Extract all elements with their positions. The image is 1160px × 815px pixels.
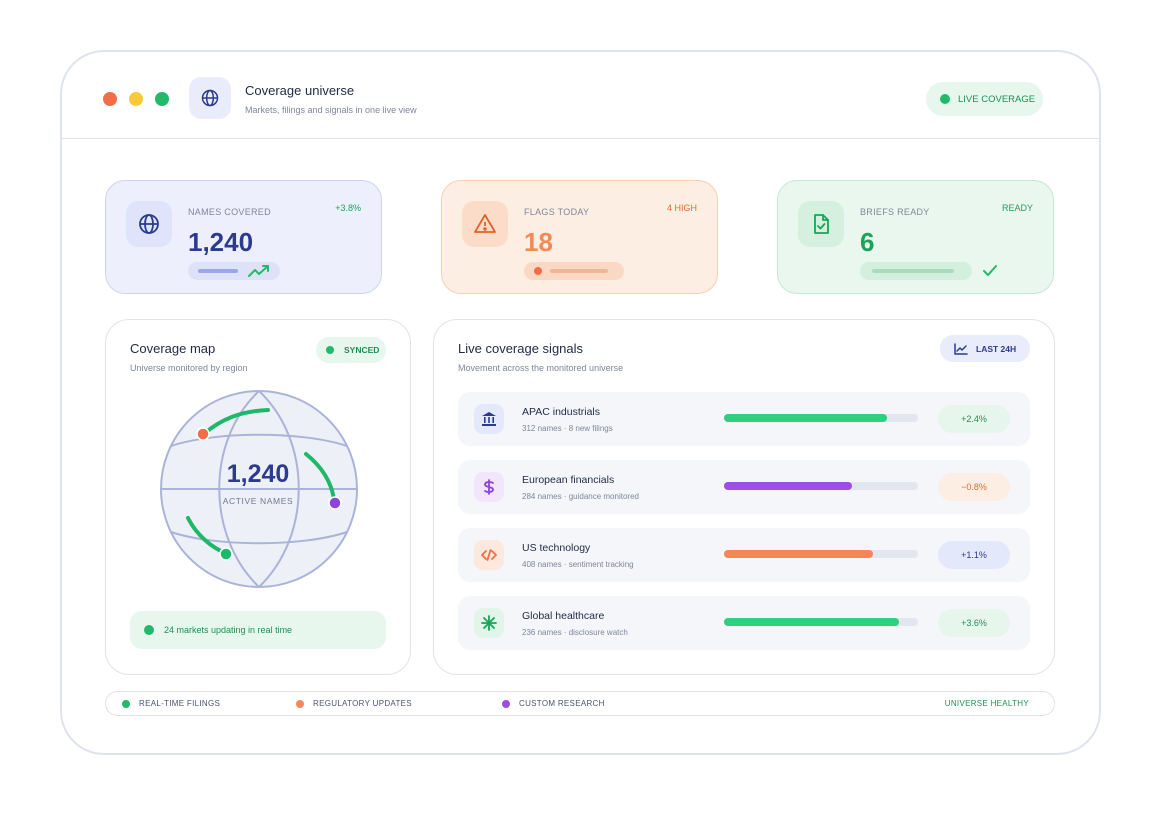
globe-icon — [126, 201, 172, 247]
signal-progress-fill — [724, 618, 899, 626]
signal-meta: 284 names · guidance monitored — [522, 492, 639, 501]
legend-label: CUSTOM RESEARCH — [519, 699, 605, 708]
check-icon — [983, 265, 997, 276]
stat-progress — [524, 262, 624, 280]
signal-progress — [724, 414, 918, 422]
status-dot — [940, 94, 950, 104]
stat-progress — [188, 262, 280, 280]
flags-today-card[interactable]: FLAGS TODAY 4 HIGH 18 — [441, 180, 718, 294]
signal-progress-fill — [724, 482, 853, 490]
signal-change-badge: −0.8% — [938, 473, 1010, 501]
map-status-banner: 24 markets updating in real time — [130, 611, 386, 649]
file-check-icon — [798, 201, 844, 247]
stat-label: BRIEFS READY — [860, 207, 930, 217]
asterisk-icon — [474, 608, 504, 638]
active-names-caption: ACTIVE NAMES — [222, 496, 294, 506]
panel-title: Live coverage signals — [458, 341, 584, 356]
title-bar: Coverage universe Markets, filings and s… — [62, 52, 1099, 139]
legend-item: REAL-TIME FILINGS — [122, 699, 220, 708]
status-dot — [326, 346, 334, 354]
universe-health-status: UNIVERSE HEALTHY — [944, 699, 1029, 708]
marker-dot-green — [219, 547, 233, 561]
legend-bar: REAL-TIME FILINGS REGULATORY UPDATES CUS… — [105, 691, 1055, 716]
marker-dot-purple — [328, 496, 342, 510]
signal-progress-fill — [724, 550, 874, 558]
maximize-window-button[interactable] — [155, 92, 169, 106]
signal-progress — [724, 482, 918, 490]
signal-meta: 408 names · sentiment tracking — [522, 560, 634, 569]
synced-label: SYNCED — [344, 345, 380, 355]
status-dot — [144, 625, 154, 635]
trend-up-icon — [248, 265, 269, 277]
stat-change: +3.8% — [335, 203, 361, 213]
legend-dot — [296, 699, 304, 708]
page-title: Coverage universe — [245, 83, 355, 98]
live-coverage-label: LIVE COVERAGE — [958, 93, 1036, 105]
close-window-button[interactable] — [103, 92, 117, 106]
panel-subtitle: Universe monitored by region — [130, 363, 248, 373]
signal-name: APAC industrials — [522, 406, 601, 418]
live-signals-panel: Live coverage signals Movement across th… — [433, 319, 1055, 675]
legend-label: REGULATORY UPDATES — [313, 699, 412, 708]
panel-title: Coverage map — [130, 341, 216, 356]
signal-progress — [724, 550, 918, 558]
stat-label: NAMES COVERED — [188, 207, 271, 217]
dollar-icon — [474, 472, 504, 502]
stat-tag: READY — [1001, 203, 1033, 213]
minimize-window-button[interactable] — [129, 92, 143, 106]
panel-subtitle: Movement across the monitored universe — [458, 363, 624, 373]
signal-name: Global healthcare — [522, 610, 605, 622]
signal-meta: 312 names · 8 new filings — [522, 424, 613, 433]
signal-progress-fill — [724, 414, 887, 422]
signal-row[interactable]: Global healthcare 236 names · disclosure… — [458, 596, 1030, 650]
code-icon — [474, 540, 504, 570]
briefs-ready-card[interactable]: BRIEFS READY READY 6 — [777, 180, 1054, 294]
signal-name: US technology — [522, 542, 591, 554]
coverage-map-panel: Coverage map Universe monitored by regio… — [105, 319, 411, 675]
stat-progress-fill — [550, 269, 608, 273]
stat-label: FLAGS TODAY — [524, 207, 590, 217]
active-names-value: 1,240 — [226, 460, 290, 488]
time-range-button[interactable]: LAST 24H — [940, 335, 1030, 362]
stat-value: 18 — [524, 227, 553, 257]
page-subtitle: Markets, filings and signals in one live… — [245, 105, 417, 115]
synced-badge: SYNCED — [316, 337, 386, 363]
stat-value: 1,240 — [188, 227, 254, 257]
time-range-label: LAST 24H — [976, 343, 1017, 354]
warning-icon — [462, 201, 508, 247]
marker-dot-orange — [196, 427, 210, 441]
legend-dot — [122, 699, 130, 708]
signal-progress — [724, 618, 918, 626]
stat-tag: 4 HIGH — [666, 203, 697, 213]
live-coverage-badge: LIVE COVERAGE — [926, 82, 1043, 116]
signal-change-badge: +3.6% — [938, 609, 1010, 637]
stat-value: 6 — [860, 227, 875, 257]
stat-progress — [860, 262, 972, 280]
signal-change-badge: +1.1% — [938, 541, 1010, 569]
stat-progress-fill — [872, 269, 954, 273]
bank-icon — [474, 404, 504, 434]
map-status-text: 24 markets updating in real time — [164, 625, 293, 635]
stat-progress-fill — [198, 269, 238, 273]
globe-icon — [189, 77, 231, 119]
chart-icon — [954, 342, 968, 355]
signal-change-badge: +2.4% — [938, 405, 1010, 433]
alert-dot — [534, 267, 542, 275]
signal-meta: 236 names · disclosure watch — [522, 628, 628, 637]
signal-row[interactable]: APAC industrials 312 names · 8 new filin… — [458, 392, 1030, 446]
signal-row[interactable]: European financials 284 names · guidance… — [458, 460, 1030, 514]
legend-dot — [502, 699, 510, 708]
signal-name: European financials — [522, 474, 615, 486]
legend-label: REAL-TIME FILINGS — [139, 699, 221, 708]
legend-item: REGULATORY UPDATES — [296, 699, 412, 708]
legend-item: CUSTOM RESEARCH — [502, 699, 605, 708]
globe-map[interactable] — [156, 386, 362, 592]
signal-row[interactable]: US technology 408 names · sentiment trac… — [458, 528, 1030, 582]
names-covered-card[interactable]: NAMES COVERED +3.8% 1,240 — [105, 180, 382, 294]
